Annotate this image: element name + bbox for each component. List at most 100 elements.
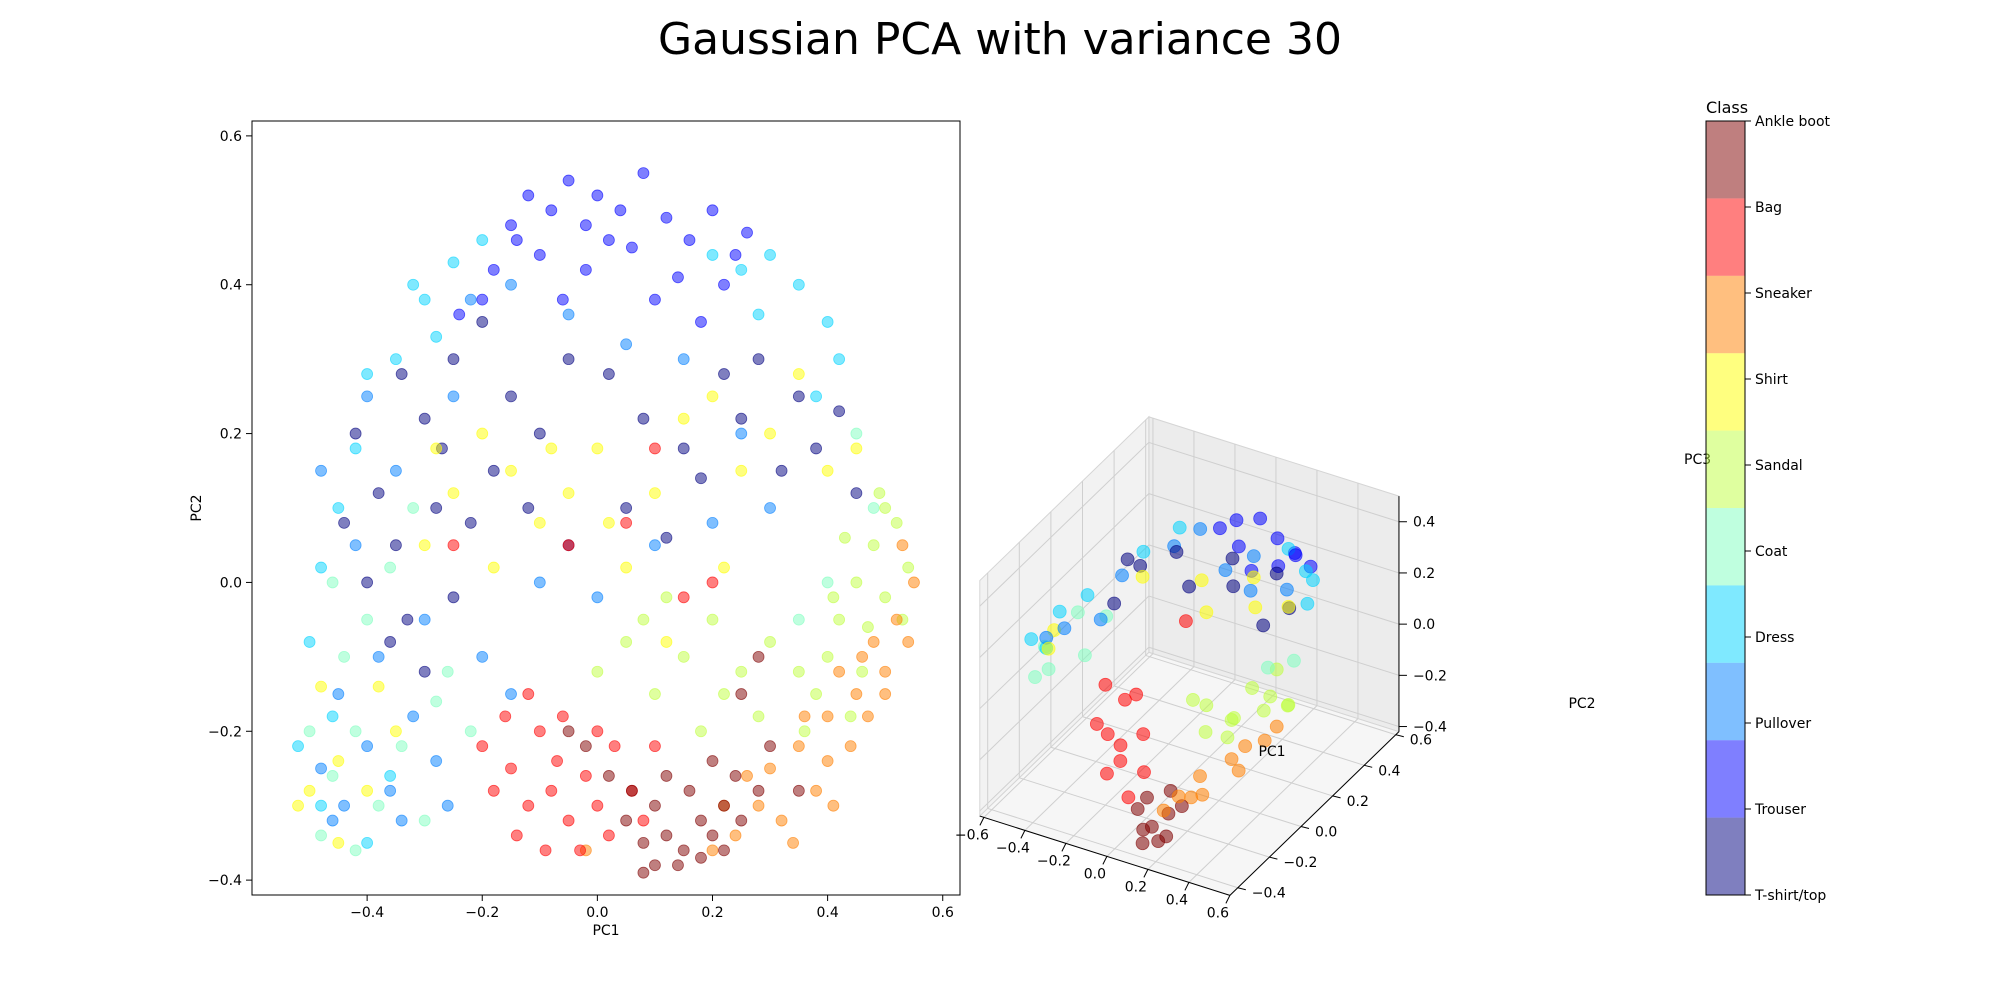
data-point — [821, 710, 834, 723]
data-point — [637, 613, 650, 626]
data-point — [579, 219, 592, 232]
data-point — [792, 665, 805, 678]
data-point — [1300, 596, 1315, 611]
data-point — [510, 829, 523, 842]
data-point — [349, 427, 362, 440]
data-point — [361, 390, 374, 403]
colorbar-label: Sneaker — [1755, 286, 1812, 302]
data-point — [418, 814, 431, 827]
data-point — [637, 866, 650, 879]
data-point — [447, 353, 460, 366]
data-point — [752, 308, 765, 321]
data-point — [1193, 522, 1208, 536]
data-point — [361, 613, 374, 626]
data-point — [1288, 548, 1303, 563]
data-point — [1199, 605, 1214, 620]
data-point — [1306, 573, 1320, 588]
data-point — [1113, 754, 1128, 768]
data-point — [1231, 763, 1246, 778]
data-point — [660, 829, 673, 842]
data-point — [326, 770, 339, 782]
data-point — [1280, 698, 1295, 713]
data-point — [649, 859, 661, 872]
data-point — [798, 710, 811, 723]
data-point — [752, 784, 765, 797]
data-point — [574, 844, 586, 857]
data-point — [821, 576, 834, 589]
data-point — [522, 688, 535, 700]
data-point — [827, 799, 840, 812]
data-point — [602, 770, 615, 782]
data-point — [361, 740, 374, 753]
data-point — [1213, 521, 1227, 536]
data-point — [902, 561, 915, 574]
data-point — [1269, 719, 1284, 734]
grid-line — [1147, 705, 1318, 870]
data-point — [677, 353, 690, 366]
x-tick-mark — [1102, 856, 1108, 865]
data-point — [372, 799, 385, 812]
colorbar-swatch — [1706, 662, 1745, 741]
data-point — [729, 829, 742, 842]
colorbar-swatch — [1706, 585, 1745, 663]
data-point — [1100, 766, 1114, 781]
data-point — [1041, 662, 1056, 677]
data-point — [332, 755, 345, 767]
data-point — [338, 650, 350, 663]
series-sandal — [591, 487, 915, 738]
data-point — [620, 814, 633, 827]
data-point — [706, 576, 719, 589]
x-axis-line — [979, 815, 1231, 896]
data-point — [562, 539, 575, 552]
x-tick-mark — [1184, 882, 1190, 891]
data-point — [1169, 545, 1184, 559]
data-point — [683, 234, 696, 246]
y-tick-label: 0.6 — [220, 129, 242, 145]
data-point — [879, 591, 892, 604]
data-point — [522, 799, 535, 812]
data-point — [735, 464, 748, 477]
colorbar-label: Pullover — [1755, 716, 1811, 732]
data-point — [1129, 687, 1144, 702]
data-point — [614, 204, 627, 217]
z-tick-label: 0.4 — [1413, 515, 1435, 531]
data-point — [729, 770, 742, 782]
data-point — [476, 293, 489, 306]
data-point — [533, 427, 546, 440]
data-point — [505, 390, 517, 403]
data-point — [620, 516, 633, 529]
y-tick-label: −0.4 — [1252, 886, 1286, 902]
data-point — [677, 442, 690, 455]
data-point — [1028, 670, 1042, 684]
data-point — [390, 725, 402, 738]
data-point — [787, 837, 799, 849]
data-point — [384, 636, 397, 648]
data-point — [384, 784, 397, 797]
data-point — [1080, 588, 1095, 602]
data-point — [856, 665, 869, 678]
data-point — [349, 442, 362, 455]
data-point — [838, 531, 851, 544]
figure-title: Gaussian PCA with variance 30 — [658, 14, 1342, 65]
data-point — [418, 665, 431, 678]
data-point — [522, 189, 535, 202]
data-point — [315, 680, 327, 693]
colorbar-swatch — [1706, 817, 1745, 895]
data-point — [764, 502, 776, 514]
data-point — [890, 613, 903, 626]
data-point — [649, 539, 661, 552]
data-point — [908, 576, 920, 589]
series-coat — [303, 427, 880, 857]
data-point — [856, 650, 869, 663]
data-point — [372, 650, 385, 663]
data-point — [562, 174, 575, 187]
data-point — [862, 710, 874, 723]
grid-line — [1188, 718, 1359, 883]
data-point — [735, 427, 748, 440]
data-point — [879, 665, 892, 678]
x-tick-label: −0.2 — [465, 905, 499, 921]
data-point — [453, 308, 466, 321]
plot2d-frame — [251, 120, 961, 896]
data-point — [1120, 552, 1135, 567]
data-point — [602, 829, 615, 842]
